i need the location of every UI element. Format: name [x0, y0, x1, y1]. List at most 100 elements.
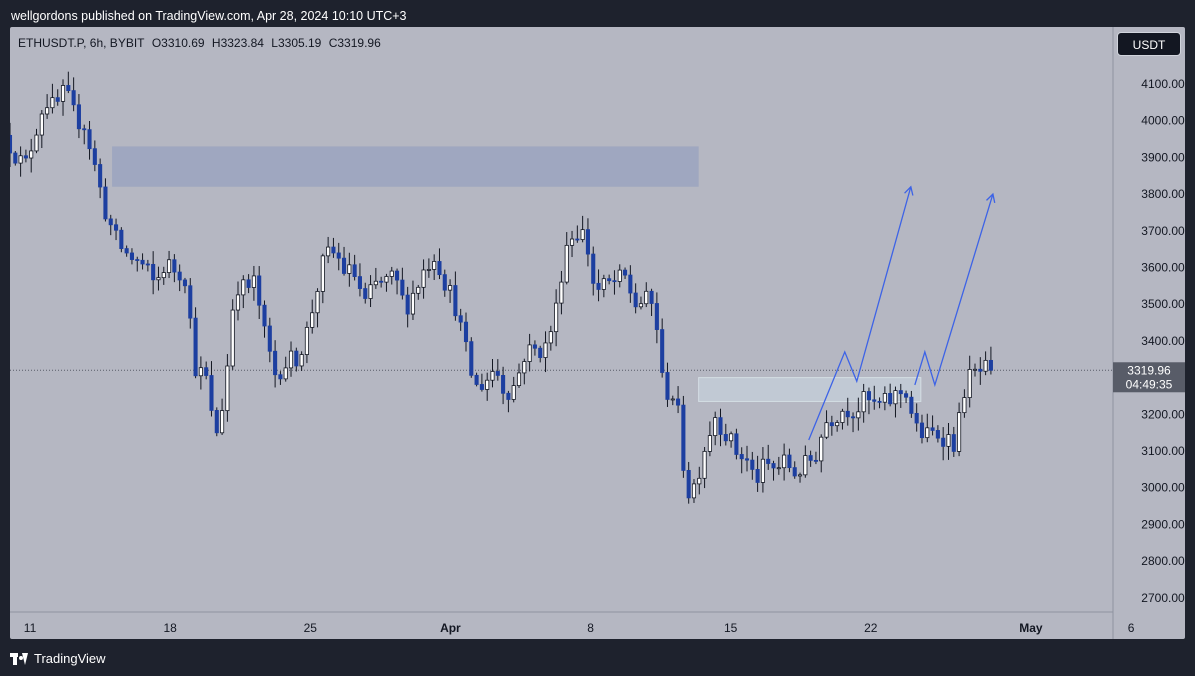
candle-body — [18, 155, 23, 164]
candle-body — [209, 375, 214, 411]
candle-body — [71, 90, 76, 106]
candle-body — [564, 244, 569, 283]
candle-body — [283, 367, 288, 380]
candle-body — [898, 390, 903, 395]
candle-body — [103, 186, 108, 220]
candle-body — [326, 246, 331, 257]
candle-body — [310, 312, 315, 328]
candle-body — [766, 458, 771, 464]
x-tick-label: 15 — [724, 621, 738, 635]
candle-body — [198, 367, 203, 377]
candle-body — [320, 255, 325, 292]
candle-body — [670, 398, 675, 401]
candle-body — [776, 467, 781, 470]
chart-pane[interactable] — [10, 27, 1185, 639]
candle-body — [856, 411, 861, 419]
candle-body — [813, 459, 818, 462]
candle-body — [246, 279, 251, 288]
candle-body — [352, 264, 357, 277]
low-value: L3305.19 — [271, 36, 322, 50]
candle-body — [861, 391, 866, 413]
candle-body — [808, 455, 813, 461]
candle-body — [432, 261, 437, 270]
candle-body — [623, 269, 628, 276]
candle-body — [527, 344, 532, 362]
candle-body — [119, 229, 124, 249]
candle-body — [978, 368, 983, 372]
candle-body — [787, 454, 792, 469]
y-tick-label: 4000.00 — [1141, 114, 1185, 128]
currency-unit-button[interactable]: USDT — [1117, 32, 1181, 56]
candle-body — [511, 385, 516, 400]
candle-body — [697, 477, 702, 485]
candle-body — [554, 302, 559, 333]
candle-body — [681, 404, 686, 471]
x-tick-label: 8 — [587, 621, 594, 635]
candle-body — [760, 458, 765, 483]
y-tick-label: 3200.00 — [1141, 407, 1185, 421]
candle-body — [92, 148, 97, 165]
tradingview-brand[interactable]: TradingView — [10, 650, 106, 668]
candle-body — [559, 281, 564, 304]
candle-body — [10, 134, 13, 154]
projection-arrowhead — [904, 185, 914, 196]
candle-body — [522, 361, 527, 374]
candle-body — [384, 276, 389, 283]
candle-body — [686, 470, 691, 499]
candle-body — [469, 341, 474, 376]
price-chart[interactable]: 4100.00 4000.00 3900.00 3800.00 3700.00 3600.… — [10, 27, 1185, 639]
candle-body — [538, 347, 543, 358]
x-tick-label: 11 — [24, 621, 37, 635]
y-tick-label: 4100.00 — [1141, 77, 1185, 91]
bar-countdown: 04:49:35 — [1126, 377, 1173, 391]
candle-body — [744, 458, 750, 461]
y-tick-label: 3400.00 — [1141, 334, 1185, 348]
candle-body — [23, 155, 28, 159]
candle-body — [707, 435, 712, 452]
candle-body — [548, 331, 553, 344]
candle-body — [601, 278, 606, 290]
high-value: H3323.84 — [211, 36, 264, 50]
candle-body — [50, 97, 55, 109]
candle-body — [824, 422, 829, 438]
candle-body — [596, 282, 601, 290]
candle-body — [251, 275, 256, 288]
candle-body — [140, 259, 145, 265]
candle-body — [972, 368, 978, 371]
candle-body — [983, 359, 988, 372]
candle-body — [771, 463, 776, 469]
tradingview-logo-icon — [10, 653, 29, 665]
candle-body — [442, 274, 447, 291]
candle-body — [638, 303, 644, 308]
candle-body — [729, 433, 734, 442]
candle-body — [341, 257, 347, 274]
candle-body — [29, 150, 34, 159]
y-tick-label: 3100.00 — [1141, 444, 1185, 458]
ohlc-legend: ETHUSDT.P, 6h, BYBIT O3310.69 H3323.84 L… — [18, 35, 385, 51]
candle-body — [988, 359, 993, 371]
close-value: C3319.96 — [328, 36, 381, 50]
candle-body — [819, 436, 824, 462]
candle-body — [575, 238, 580, 241]
x-tick-label: 25 — [304, 621, 318, 635]
candle-body — [262, 304, 267, 327]
demand-zone — [698, 377, 922, 402]
candle-body — [188, 285, 193, 319]
candle-body — [368, 284, 373, 299]
candle-body — [755, 469, 760, 483]
candle-body — [888, 393, 893, 405]
candle-body — [135, 259, 140, 261]
candle-body — [288, 350, 294, 369]
candle-body — [585, 229, 590, 255]
candle-body — [124, 248, 129, 254]
candle-body — [267, 325, 272, 352]
candle-body — [797, 474, 803, 477]
candle-body — [405, 294, 410, 315]
y-tick-label: 3500.00 — [1141, 297, 1185, 311]
candle-body — [882, 393, 887, 403]
projections-layer — [808, 185, 996, 441]
candle-body — [410, 292, 416, 315]
candle-body — [835, 422, 840, 427]
candle-body — [893, 390, 898, 405]
candle-body — [400, 279, 405, 296]
